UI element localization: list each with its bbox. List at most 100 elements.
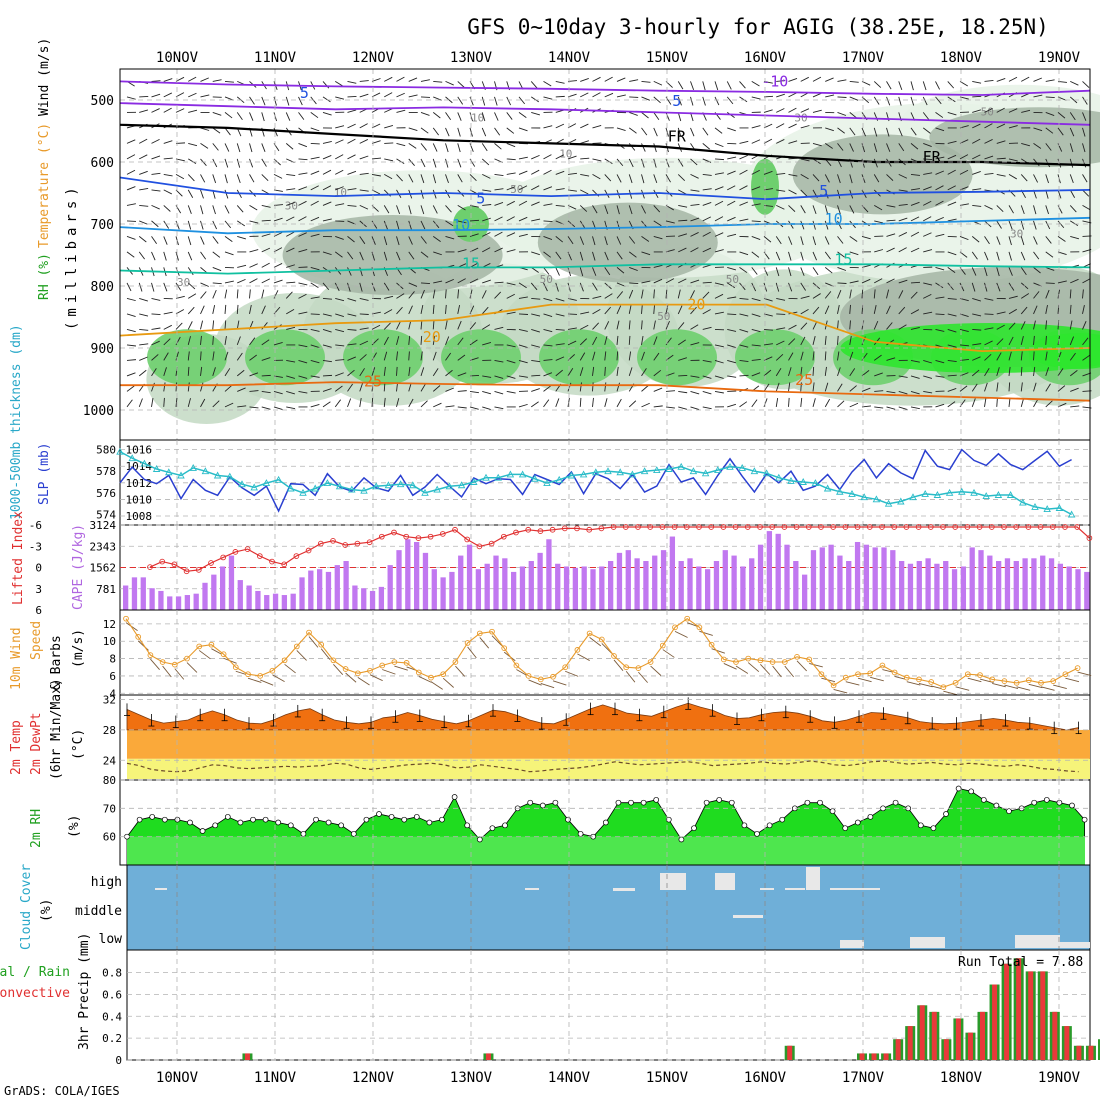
wind-barb [200,398,206,408]
cape-bar [687,558,693,610]
wind-barb [334,282,340,292]
rh-point [691,825,697,832]
wind-barb [800,125,810,129]
wind-barb [345,672,357,683]
wind-barb [310,266,320,271]
wind-barb [714,158,725,161]
wind-barb [922,127,931,134]
li-tick-label: 0 [35,562,42,575]
wind-barb [494,143,502,150]
wind-barb [604,267,611,276]
wind-barb [494,390,504,395]
wind-barb [531,154,540,160]
cape-bar [511,571,517,610]
wind-barb [555,267,560,276]
cape-bar [1040,555,1046,610]
wind-barb [1070,235,1080,240]
wind-barb [1045,383,1051,392]
wind-barb [1082,205,1091,211]
wind-barb [212,174,217,184]
wind-barb [923,172,933,175]
wind-barb [408,398,414,408]
wind-barb [776,108,785,113]
cape-bar [705,569,711,610]
cape-bar [837,555,843,610]
cape-bar [537,552,543,610]
wind-barb [322,374,333,377]
wind-barb [432,143,438,152]
wind-barb [432,158,437,168]
rh-point [161,816,168,823]
cape-bar [678,561,684,610]
wind-barb [592,397,594,407]
wind-barb [126,154,136,160]
wind-barb [298,186,308,191]
rh-point [930,825,937,832]
wind-barb [1082,127,1086,137]
cape-bar [475,569,482,610]
wind-barb [1021,293,1030,299]
wind-barb [565,670,579,677]
cape-bar [343,561,349,610]
rh-point [552,799,559,806]
wind-ylabel4: (m/s) [71,629,86,668]
wind-barb [151,204,160,210]
wind-barb [967,677,982,683]
wind-barb [653,235,663,240]
wind-barb [984,155,994,160]
wind-barb [604,76,613,82]
wind-barb [1020,351,1023,361]
wind-barb [1045,127,1054,134]
wind-barb [200,251,207,260]
wind-barb [837,383,843,392]
wind-barb [543,297,553,302]
wind-barb [347,297,357,302]
wind-barb [359,93,369,98]
wind-barb [690,406,700,410]
wind-barb [418,676,432,683]
wind-barb [1045,320,1048,330]
wind-barb [800,382,802,392]
wind-barb [151,327,161,330]
cape-bar [890,550,896,610]
wind-barb [457,96,464,105]
wind-barb [592,125,602,129]
wind-barb [543,81,552,87]
wind-barb [1033,94,1043,98]
wind-barb [923,232,932,237]
wind-barb [739,297,749,300]
wind-barb [604,398,608,408]
wind-barb [662,649,675,658]
wind-barb [308,636,319,648]
wind-barb [824,251,831,260]
rh-moist-region [147,329,227,386]
cape-bar [237,580,243,610]
wind-barb [1033,205,1037,215]
wind-barb [567,327,577,330]
wind-barb [984,397,987,407]
wind-barb [592,366,595,376]
wind-barb [384,124,394,129]
wind-barb [910,247,920,253]
wind-barb [482,217,491,222]
wind-barb [555,123,565,129]
wind-barb [751,297,761,302]
wind-barb [616,127,626,132]
wind-barb [212,266,222,272]
wind-barb [947,111,957,116]
cape-bar [652,555,658,610]
wind-barb [677,81,684,90]
temp-ylabel: 2m Temp [9,720,24,775]
wind-barb [849,280,859,284]
wind-barb [469,339,478,346]
wind-barb [812,174,820,182]
wind-barb [910,188,920,191]
date-label-top: 16NOV [744,50,787,66]
wind-barb [665,158,670,168]
wind-barb [1033,382,1037,392]
wind-barb [482,247,491,253]
precip-tick-label: 0.4 [102,1010,122,1023]
wind-barb [408,351,410,361]
wind-barb [506,311,516,315]
wind-barb [359,368,365,377]
